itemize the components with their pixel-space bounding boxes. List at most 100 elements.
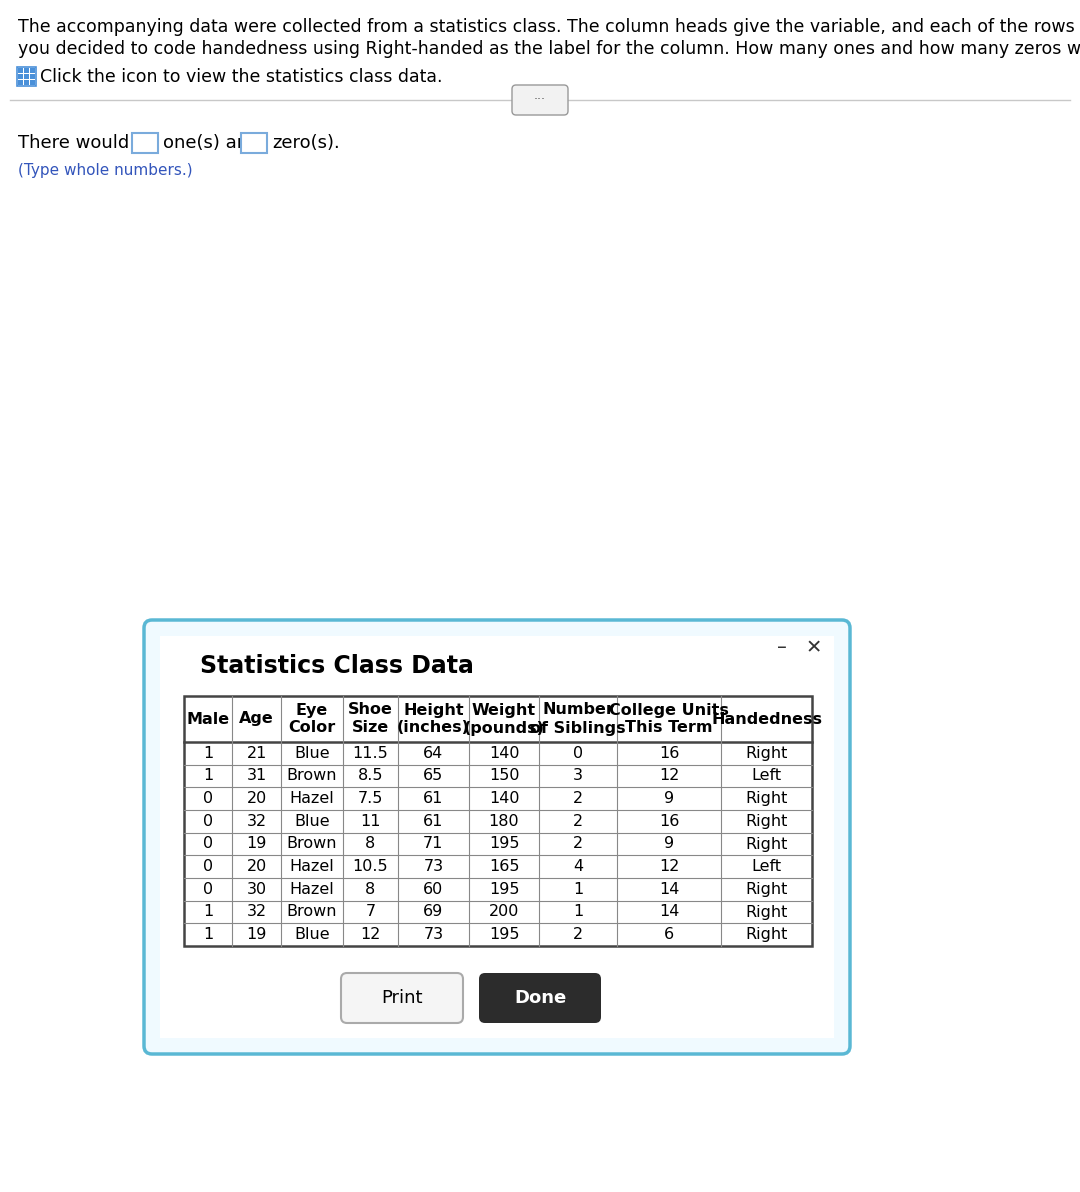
Text: Brown: Brown	[286, 905, 337, 919]
Text: 1: 1	[573, 905, 583, 919]
Text: 140: 140	[489, 791, 519, 806]
FancyBboxPatch shape	[241, 134, 267, 153]
FancyBboxPatch shape	[341, 973, 463, 1023]
Text: 2: 2	[573, 837, 583, 851]
Text: 9: 9	[664, 837, 674, 851]
Text: 7: 7	[365, 905, 376, 919]
Text: 1: 1	[203, 905, 214, 919]
Bar	[18, 80, 23, 85]
Text: Brown: Brown	[286, 837, 337, 851]
Text: 30: 30	[246, 882, 267, 896]
FancyBboxPatch shape	[132, 134, 158, 153]
Text: Blue: Blue	[294, 814, 329, 828]
Text: 195: 195	[489, 837, 519, 851]
Text: 73: 73	[423, 927, 444, 942]
Text: 1: 1	[203, 927, 214, 942]
Text: Hazel: Hazel	[289, 859, 335, 874]
Text: 12: 12	[659, 769, 679, 783]
Text: 6: 6	[664, 927, 674, 942]
Text: Left: Left	[752, 859, 782, 874]
Text: Done: Done	[514, 989, 566, 1007]
Text: Right: Right	[745, 882, 787, 896]
Text: Hazel: Hazel	[289, 882, 335, 896]
Bar	[17, 67, 36, 86]
Text: 12: 12	[361, 927, 380, 942]
Text: Weight
(pounds): Weight (pounds)	[463, 702, 544, 735]
Text: Right: Right	[745, 837, 787, 851]
Text: 64: 64	[423, 746, 444, 760]
Text: 8: 8	[365, 837, 376, 851]
Text: 60: 60	[423, 882, 444, 896]
Text: 2: 2	[573, 791, 583, 806]
Text: 3: 3	[573, 769, 583, 783]
Text: 20: 20	[246, 791, 267, 806]
Text: 0: 0	[203, 791, 213, 806]
Text: Handedness: Handedness	[711, 712, 822, 726]
Text: Right: Right	[745, 905, 787, 919]
Text: 195: 195	[489, 927, 519, 942]
FancyBboxPatch shape	[480, 973, 600, 1023]
Text: 150: 150	[489, 769, 519, 783]
Text: 1: 1	[573, 882, 583, 896]
Text: 8: 8	[365, 882, 376, 896]
Text: (Type whole numbers.): (Type whole numbers.)	[18, 163, 192, 178]
Text: 0: 0	[573, 746, 583, 760]
Text: 2: 2	[573, 927, 583, 942]
Text: 65: 65	[423, 769, 444, 783]
Text: Eye
Color: Eye Color	[288, 702, 336, 735]
Text: Right: Right	[745, 814, 787, 828]
Text: 16: 16	[659, 746, 679, 760]
Bar	[30, 68, 35, 73]
Bar	[24, 68, 29, 73]
Text: Shoe
Size: Shoe Size	[348, 702, 393, 735]
Text: Number
of Siblings: Number of Siblings	[530, 702, 626, 735]
Text: 19: 19	[246, 837, 267, 851]
Text: Blue: Blue	[294, 746, 329, 760]
Text: 31: 31	[246, 769, 267, 783]
Text: 4: 4	[573, 859, 583, 874]
Text: 14: 14	[659, 905, 679, 919]
Text: 1: 1	[203, 769, 214, 783]
Text: –: –	[778, 639, 787, 658]
Text: 32: 32	[246, 814, 267, 828]
Text: Print: Print	[381, 989, 422, 1007]
Text: ···: ···	[534, 93, 546, 106]
Text: 7.5: 7.5	[357, 791, 383, 806]
Text: 61: 61	[423, 791, 444, 806]
Text: 0: 0	[203, 859, 213, 874]
Text: Statistics Class Data: Statistics Class Data	[200, 654, 474, 678]
Text: The accompanying data were collected from a statistics class. The column heads g: The accompanying data were collected fro…	[18, 18, 1080, 36]
Text: 10.5: 10.5	[353, 859, 389, 874]
Text: 71: 71	[423, 837, 444, 851]
Text: Male: Male	[187, 712, 230, 726]
Text: Brown: Brown	[286, 769, 337, 783]
Bar	[18, 68, 23, 73]
FancyBboxPatch shape	[144, 620, 850, 1054]
Text: College Units
This Term: College Units This Term	[609, 702, 729, 735]
Text: Left: Left	[752, 769, 782, 783]
Text: Right: Right	[745, 746, 787, 760]
Text: There would be: There would be	[18, 134, 158, 153]
Bar	[184, 696, 812, 946]
Text: 1: 1	[203, 746, 214, 760]
Text: 11.5: 11.5	[352, 746, 389, 760]
Text: 21: 21	[246, 746, 267, 760]
Text: 20: 20	[246, 859, 267, 874]
Text: 14: 14	[659, 882, 679, 896]
Text: 12: 12	[659, 859, 679, 874]
Text: Right: Right	[745, 791, 787, 806]
Text: 19: 19	[246, 927, 267, 942]
Text: 0: 0	[203, 837, 213, 851]
Text: Right: Right	[745, 927, 787, 942]
Text: Hazel: Hazel	[289, 791, 335, 806]
FancyBboxPatch shape	[160, 637, 834, 1038]
Text: 140: 140	[489, 746, 519, 760]
Text: Click the icon to view the statistics class data.: Click the icon to view the statistics cl…	[40, 68, 443, 86]
FancyBboxPatch shape	[512, 85, 568, 114]
Bar	[24, 80, 29, 85]
Text: 180: 180	[489, 814, 519, 828]
Text: zero(s).: zero(s).	[272, 134, 340, 153]
Text: 73: 73	[423, 859, 444, 874]
Text: Age: Age	[240, 712, 274, 726]
Text: 8.5: 8.5	[357, 769, 383, 783]
